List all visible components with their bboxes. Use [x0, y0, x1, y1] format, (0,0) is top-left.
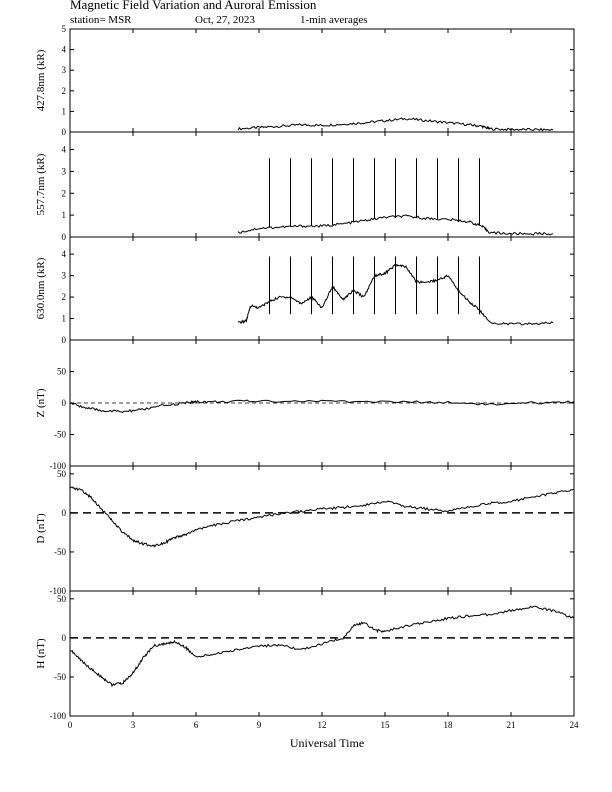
y-tick-label: 1 — [62, 106, 67, 116]
panel-5: -100 -50 0 50 H (nT) — [35, 590, 575, 721]
x-tick-label: 0 — [68, 720, 73, 730]
y-tick-label: 0 — [62, 127, 67, 137]
date-label: Oct, 27, 2023 — [195, 14, 255, 26]
y-tick-label: 4 — [62, 249, 67, 259]
station-label: station= MSR — [70, 14, 132, 26]
y-tick-label: 2 — [62, 292, 67, 302]
y-tick-label: -50 — [54, 430, 66, 440]
y-tick-label: 3 — [62, 166, 67, 176]
y-tick-label: 1 — [62, 210, 67, 220]
y-tick-label: 3 — [62, 65, 67, 75]
y-tick-label: 5 — [62, 24, 67, 34]
x-tick-label: 24 — [570, 720, 580, 730]
y-tick-label: 50 — [57, 469, 67, 479]
x-axis-label: Universal Time — [290, 736, 364, 750]
y-tick-label: -50 — [54, 547, 66, 557]
panel-frame — [69, 590, 575, 717]
y-tick-label: -100 — [50, 586, 67, 596]
y-tick-label: 0 — [62, 232, 67, 242]
y-axis-label: 557.7nm (kR) — [35, 153, 47, 215]
x-tick-label: 9 — [257, 720, 262, 730]
y-tick-label: 0 — [62, 398, 67, 408]
series-line — [69, 486, 575, 548]
series-line — [69, 605, 575, 688]
y-tick-label: 4 — [62, 145, 67, 155]
panel-frame — [69, 28, 575, 133]
series-line — [69, 399, 575, 413]
panel-frame — [69, 131, 575, 238]
x-tick-label: 12 — [318, 720, 327, 730]
y-tick-label: 0 — [62, 335, 67, 345]
panel-0: 0 1 2 3 4 5 427.8nm (kR) — [35, 24, 575, 137]
series-line — [237, 117, 554, 132]
series-line — [237, 214, 554, 236]
y-tick-label: -100 — [50, 461, 67, 471]
y-tick-label: 0 — [62, 633, 67, 643]
x-tick-label: 6 — [194, 720, 199, 730]
y-tick-label: -100 — [50, 711, 67, 721]
y-tick-label: 50 — [57, 594, 67, 604]
y-axis-label: 630.0nm (kR) — [35, 257, 47, 319]
x-tick-label: 15 — [381, 720, 391, 730]
panel-4: -100 -50 0 50 D (nT) — [35, 465, 575, 596]
y-axis-label: 427.8nm (kR) — [35, 49, 47, 111]
x-tick-label: 3 — [131, 720, 136, 730]
x-tick-label: 18 — [444, 720, 454, 730]
y-tick-label: 4 — [62, 45, 67, 55]
y-axis-label: H (nT) — [35, 638, 47, 669]
y-tick-label: 2 — [62, 86, 67, 96]
y-tick-label: -50 — [54, 672, 66, 682]
y-tick-label: 3 — [62, 271, 67, 281]
y-axis-label: D (nT) — [35, 513, 47, 544]
y-axis-label: Z (nT) — [35, 388, 47, 417]
y-tick-label: 1 — [62, 314, 67, 324]
panel-2: 0 1 2 3 4 630.0nm (kR) — [35, 236, 575, 345]
y-tick-label: 0 — [62, 508, 67, 518]
panel-frame — [69, 465, 575, 592]
y-tick-label: 50 — [57, 367, 67, 377]
averaging-label: 1-min averages — [300, 14, 368, 26]
panel-3: -100 -50 0 50 Z (nT) — [35, 339, 575, 471]
chart-title: Magnetic Field Variation and Auroral Emi… — [70, 0, 317, 12]
x-tick-label: 21 — [507, 720, 516, 730]
y-tick-label: 2 — [62, 188, 67, 198]
panel-1: 0 1 2 3 4 557.7nm (kR) — [35, 131, 575, 242]
